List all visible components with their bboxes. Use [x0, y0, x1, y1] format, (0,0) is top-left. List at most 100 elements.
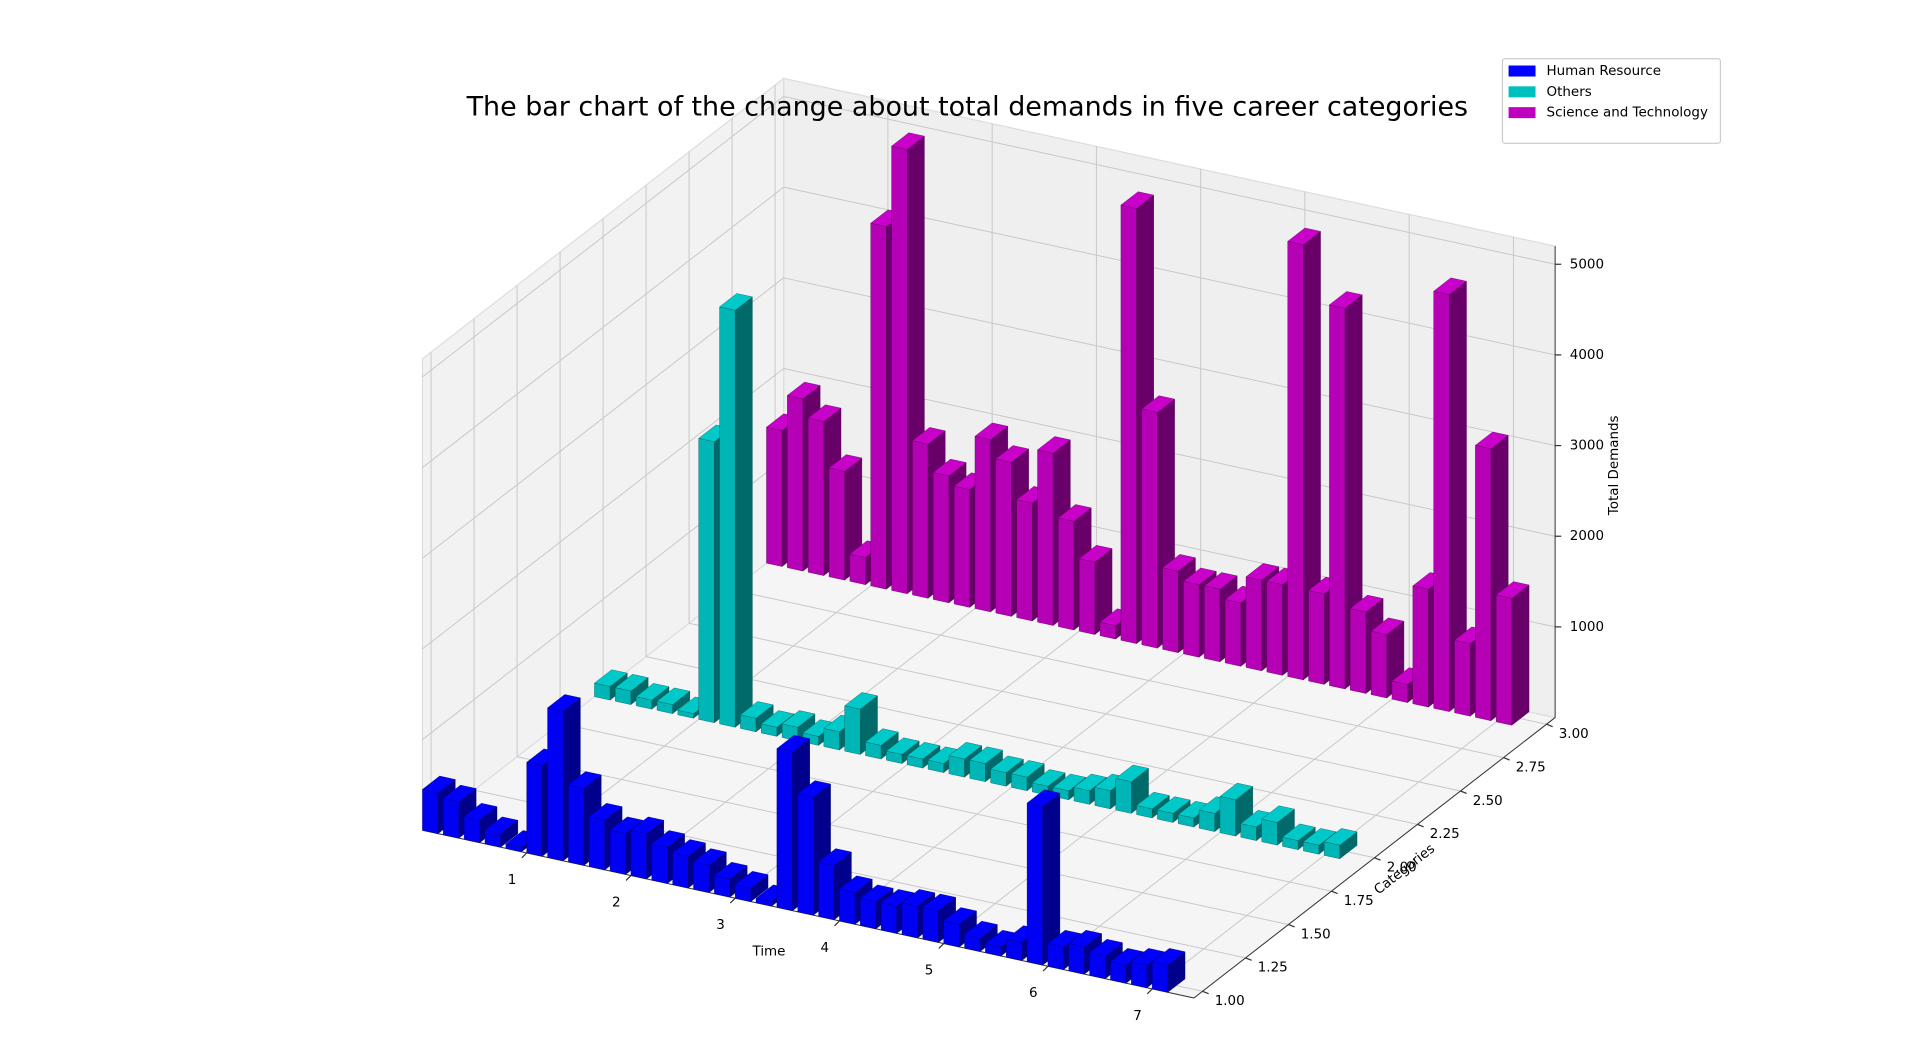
bar-top — [839, 875, 873, 893]
x-tick — [1042, 965, 1049, 972]
bar-top — [1328, 291, 1363, 309]
x-tick — [938, 943, 945, 949]
bar-top — [1302, 828, 1337, 846]
bar-front — [1391, 680, 1408, 703]
z-tick-label: 3000 — [1570, 439, 1604, 454]
bar-top — [1219, 782, 1254, 801]
bar-top — [1011, 760, 1045, 778]
grid-line — [422, 96, 784, 378]
bar-top — [1245, 563, 1280, 581]
bar-front — [776, 748, 793, 911]
bar-top — [1136, 791, 1170, 810]
x-tick-label: 7 — [1133, 1009, 1142, 1024]
y-tick — [1546, 723, 1553, 728]
bar-front — [880, 902, 897, 934]
bar-front — [1261, 818, 1278, 846]
bar-front — [948, 755, 965, 778]
y-tick — [1374, 857, 1381, 861]
bar-front — [818, 861, 835, 920]
bar-top — [442, 784, 477, 803]
legend: Human Resource Others Science and Technolo… — [1501, 58, 1722, 144]
bar-top — [932, 458, 967, 477]
x-tick — [521, 852, 528, 859]
grid-line — [731, 589, 1504, 759]
bar-front — [1079, 558, 1096, 635]
bar-front — [1006, 938, 1023, 961]
x-tick-label: 6 — [1029, 986, 1038, 1001]
bar-top — [818, 848, 852, 866]
bar-front — [823, 728, 840, 751]
bar-front — [1350, 608, 1367, 694]
bar-top — [760, 710, 795, 728]
bar-front — [698, 438, 715, 723]
bar-top — [859, 884, 894, 902]
y-tick — [1331, 890, 1338, 895]
bar-top — [594, 669, 628, 687]
bar-front — [1329, 304, 1346, 690]
y-tick — [1245, 957, 1252, 961]
bar-front — [1224, 599, 1241, 667]
z-tick-label: 5000 — [1570, 257, 1604, 272]
bar-front — [953, 485, 970, 608]
bar-top — [1037, 436, 1071, 454]
bar-top — [422, 775, 456, 794]
bar-front — [422, 789, 439, 834]
x-tick — [625, 875, 632, 881]
z-axis-label: Total Demands — [1607, 415, 1622, 516]
z-tick-label: 4000 — [1570, 348, 1604, 363]
bar-top — [844, 692, 878, 710]
bar-top — [885, 737, 920, 755]
bar-top — [1057, 504, 1092, 522]
bar-top — [1141, 395, 1176, 413]
bar-front — [912, 440, 929, 599]
bar-top — [906, 742, 941, 760]
bar-front — [995, 458, 1012, 617]
bar-front — [1058, 517, 1075, 631]
bar-front — [443, 798, 460, 839]
bar-front — [526, 761, 543, 857]
bar-top — [1323, 828, 1358, 846]
bar-front — [969, 759, 986, 782]
grid-line — [516, 756, 1289, 926]
bar-top — [1162, 554, 1196, 572]
legend-swatch — [1508, 107, 1536, 119]
bar-front — [844, 705, 861, 755]
bar-front — [1141, 408, 1158, 649]
y-tick — [1417, 823, 1424, 828]
y-tick-label: 2.50 — [1473, 794, 1503, 809]
grid-line — [645, 656, 1418, 825]
bar-front — [1475, 445, 1492, 721]
bar-front — [1412, 585, 1429, 708]
grid-line — [783, 96, 1556, 265]
legend-swatch — [1508, 86, 1536, 98]
bar-top — [828, 454, 863, 472]
bar-front — [1120, 204, 1137, 644]
bar-top — [656, 687, 691, 705]
bar-top — [1474, 431, 1509, 449]
bar-front — [922, 907, 939, 943]
x-tick-label: 2 — [612, 895, 621, 910]
bar-front — [787, 395, 804, 572]
x-axis-label: Time — [752, 944, 786, 959]
legend-label: Science and Technology — [1547, 106, 1708, 121]
grid-line — [559, 722, 1332, 892]
bar-top — [1495, 581, 1530, 599]
bar-front — [1266, 581, 1283, 676]
bar-top — [693, 848, 727, 866]
bar-front — [672, 852, 689, 889]
bar-front — [901, 902, 918, 939]
bar-top — [614, 674, 649, 692]
bar-front — [1152, 961, 1169, 993]
bar-front — [891, 145, 908, 594]
bar-top — [1151, 948, 1186, 966]
bar-top — [1370, 617, 1405, 635]
x-tick — [729, 897, 736, 904]
y-tick-label: 1.25 — [1258, 961, 1288, 976]
y-tick-label: 2.75 — [1516, 760, 1546, 775]
y-tick-label: 2.25 — [1430, 827, 1460, 842]
bar-top — [891, 132, 925, 150]
y-tick-label: 3.00 — [1559, 727, 1589, 742]
bar-front — [828, 467, 845, 581]
bar-front — [547, 707, 564, 862]
